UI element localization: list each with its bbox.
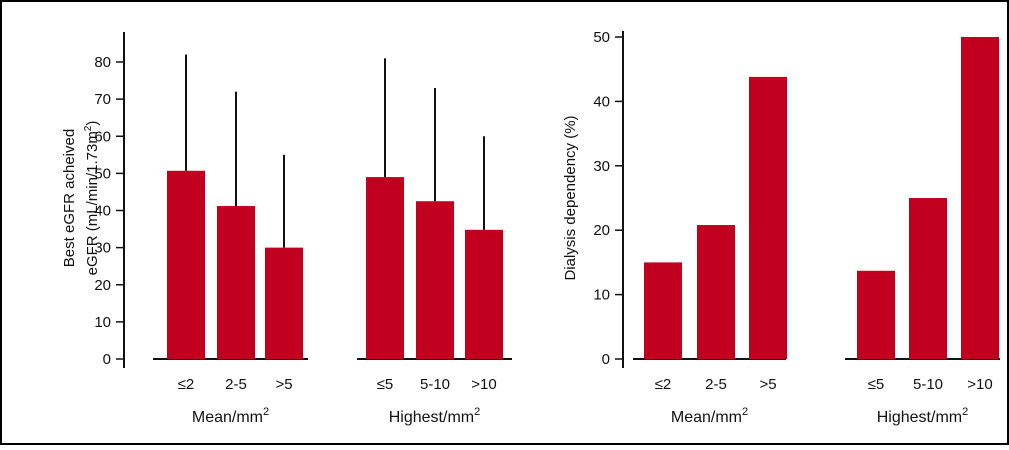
egfr-panel: 0 10 20 30 40 50 60 70 80 Best eGFR acheived eGFR … xyxy=(61,32,512,426)
category-label: ≤2 xyxy=(178,376,195,393)
bar xyxy=(857,270,895,359)
category-label: >5 xyxy=(275,376,292,393)
bar xyxy=(749,76,787,359)
bar xyxy=(416,201,454,359)
y-axis-title: Dialysis dependency (%) xyxy=(562,115,579,280)
bar xyxy=(961,37,999,359)
category-label: >10 xyxy=(471,376,496,393)
group-label: Mean/mm2 xyxy=(671,406,748,426)
category-label: >5 xyxy=(759,376,776,393)
y-tick-label: 70 xyxy=(94,91,111,108)
bar xyxy=(644,262,682,359)
category-label: >10 xyxy=(967,376,992,393)
category-label: 2-5 xyxy=(705,376,727,393)
bar xyxy=(465,229,503,359)
y-tick-label: 80 xyxy=(94,54,111,71)
y-axis-title-line: Best eGFR acheived xyxy=(61,129,78,267)
bar xyxy=(366,177,404,359)
bar xyxy=(909,198,947,359)
category-label: ≤2 xyxy=(655,376,672,393)
y-tick-label: 10 xyxy=(94,314,111,331)
category-label: 5-10 xyxy=(913,376,943,393)
y-tick-label: 0 xyxy=(103,351,111,368)
y-tick-label: 60 xyxy=(94,128,111,145)
category-label: ≤5 xyxy=(868,376,885,393)
category-label: 2-5 xyxy=(225,376,247,393)
y-axis-title-line: eGFR (mL/min/1.73m2) xyxy=(83,121,101,276)
bar xyxy=(265,247,303,359)
y-tick-label: 50 xyxy=(593,29,610,46)
bar xyxy=(697,225,735,359)
group-label: Mean/mm2 xyxy=(192,406,269,426)
y-tick-label: 40 xyxy=(94,203,111,220)
group-label: Highest/mm2 xyxy=(877,406,968,426)
y-tick-label: 30 xyxy=(94,240,111,257)
y-tick-label: 20 xyxy=(94,277,111,294)
group-label: Highest/mm2 xyxy=(389,406,480,426)
category-label: ≤5 xyxy=(377,376,394,393)
y-tick-label: 10 xyxy=(593,287,610,304)
y-tick-label: 30 xyxy=(593,158,610,175)
y-tick-label: 0 xyxy=(602,351,610,368)
category-label: 5-10 xyxy=(420,376,450,393)
bar xyxy=(217,206,255,359)
bar xyxy=(167,170,205,359)
y-tick-label: 50 xyxy=(94,165,111,182)
y-tick-label: 20 xyxy=(593,222,610,239)
y-tick-label: 40 xyxy=(593,93,610,110)
dialysis-panel: 0 10 20 30 40 50 Dialysis dependency (%) ≤2 2-5 >… xyxy=(562,29,1000,426)
